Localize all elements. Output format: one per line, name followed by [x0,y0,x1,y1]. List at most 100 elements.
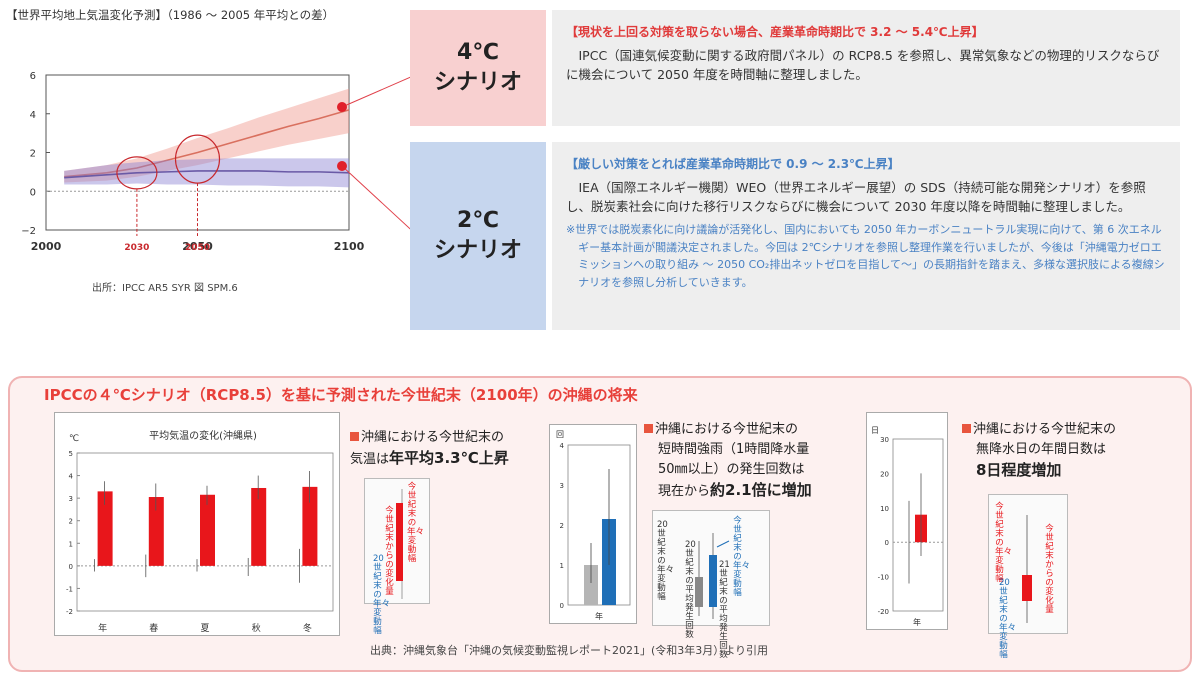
rain-caption-line3: 50㎜以上）の発生回数は [658,462,805,477]
y-tick-label: 0 [69,563,73,571]
y-tick-label: 4 [69,473,74,481]
legend-future-change: 今世紀末からの変化量 [385,506,394,597]
x-tick-label: 年 [98,622,107,634]
square-bullet-icon [350,432,359,441]
scenario-2c-word: シナリオ [433,238,522,263]
temp-chart-panel: 平均気温の変化(沖縄県) ℃ 5 4 3 2 1 0 -1 -2 年 春 夏 秋 冬 [54,412,340,636]
bar [148,497,164,566]
marker-label: 2030 [124,243,149,253]
x-tick-label: 2100 [334,240,365,253]
y-tick-label: 2 [69,518,73,526]
legend-20c-range-dry: 20世紀末の年々変動幅 [999,578,1017,660]
legend-21c-mean: 21世紀末の平均発生回数 [719,560,730,660]
y-tick-label: 5 [69,450,73,458]
y-tick-label: 4 [560,442,565,450]
scenario-4c-temp: 4℃ [457,40,499,65]
legend-future-change-dry: 今世紀末からの変化量 [1045,524,1054,615]
okinawa-panel-title: IPCCの４℃シナリオ（RCP8.5）を基に予測された今世紀末（2100年）の沖… [44,386,638,404]
bar [302,486,318,566]
y-tick-label: 0 [30,187,36,198]
dry-chart-panel: 日 30 20 10 0 -10 -20 年 [866,412,948,630]
temp-chart: 平均気温の変化(沖縄県) ℃ 5 4 3 2 1 0 -1 -2 年 春 夏 秋 冬 [66,429,334,634]
rain-chart-panel: 回 4 3 2 1 0 年 [549,424,637,624]
y-tick-label: 2 [30,149,36,160]
y-tick-label: -1 [66,585,73,593]
figure-title: 【世界平均地上気温変化予測】（1986 〜 2005 年平均との差） [6,8,335,22]
scenario-4c-heading: 【現状を上回る対策を取らない場合、産業革命時期比で 3.2 〜 5.4℃上昇】 [566,25,984,39]
legend-future-range-rain: 今世紀末の年々変動幅 [733,516,751,598]
series-line [64,109,350,178]
y-tick-label: 4 [30,110,36,121]
bar [584,565,598,605]
square-bullet-icon [962,424,971,433]
y-tick-label: 2 [560,522,564,530]
temp-chart-title: 平均気温の変化(沖縄県) [149,429,257,442]
y-tick-label: -10 [878,574,889,582]
bar [200,494,215,566]
temp-caption-value: 年平均3.3℃上昇 [389,449,509,467]
legend-20c-range: 20世紀末の年々変動幅 [373,554,391,636]
rain-caption-line1: 沖縄における今世紀末の [655,422,799,437]
scenario-2c-temp: 2℃ [457,208,499,233]
scenario-2c-note: ※世界では脱炭素化に向け議論が活発化し、国内においても 2050 年カーボンニュ… [566,223,1165,289]
x-tick-label: 夏 [200,623,209,634]
rain-caption-line2: 短時間強雨（1時間降水量 [658,442,810,457]
dry-chart: 日 30 20 10 0 -10 -20 年 [871,426,944,627]
connector-lines [337,68,420,243]
y-tick-label: -20 [878,608,889,616]
x-tick-label: 秋 [252,622,261,634]
y-tick-label: 0 [560,602,564,610]
y-tick-label: 3 [560,482,564,490]
scenario-4c-word: シナリオ [433,70,522,95]
legend-future-range: 今世紀末の年々変動幅 [407,482,425,564]
legend-future-range-dry: 今世紀末の年々変動幅 [995,502,1013,584]
y-tick-label: 1 [560,562,564,570]
y-tick-label: 0 [885,539,889,547]
rain-chart-unit: 回 [556,430,564,439]
legend-20c-mean: 20世紀末の平均発生回数 [685,540,696,640]
rain-caption-value: 約2.1倍に増加 [710,481,812,499]
x-tick-label: 春 [149,622,158,634]
rain-caption-prefix: 現在から [658,484,711,499]
temp-chart-unit: ℃ [69,434,79,444]
x-tick-label: 冬 [303,622,312,634]
dry-caption-value: 8日程度増加 [976,461,1062,479]
scenario-2c-body: IEA（国際エネルギー機関）WEO（世界エネルギー展望）の SDS（持続可能な開… [566,180,1146,214]
y-tick-label: 3 [69,495,73,503]
y-tick-label: −2 [21,226,36,237]
square-bullet-icon [644,424,653,433]
y-tick-label: 20 [880,470,889,478]
x-tick-label: 年 [595,611,603,621]
dry-legend: 今世紀末の年々変動幅 今世紀末からの変化量 20世紀末の年々変動幅 [988,494,1068,660]
scenario-4c-label: 4℃ シナリオ [410,10,546,126]
y-tick-label: -2 [66,608,73,616]
dry-caption: 沖縄における今世紀末の 無降水日の年間日数は 8日程度増加 [962,420,1116,482]
bottom-source: 出典：沖縄気象台「沖縄の気候変動監視レポート2021」(令和3年3月）より引用 [370,644,769,657]
rain-legend: 20世紀末の年々変動幅 20世紀末の平均発生回数 21世紀末の平均発生回数 今世… [652,510,770,660]
temp-legend: 今世紀末の年々変動幅 今世紀末からの変化量 20世紀末の年々変動幅 [364,478,430,636]
dry-chart-unit: 日 [871,426,879,435]
series-line [64,170,350,179]
scenario-4c-body: IPCC（国連気候変動に関する政府間パネル）の RCP8.5 を参照し、異常気象… [566,48,1160,82]
dry-caption-line2: 無降水日の年間日数は [976,442,1107,457]
y-tick-label: 1 [69,540,73,548]
temp-caption: 沖縄における今世紀末の 気温は年平均3.3℃上昇 [350,428,509,470]
scenario-2c-heading: 【厳しい対策をとれば産業革命時期比で 0.9 〜 2.3℃上昇】 [566,157,900,171]
x-tick-label: 2050 [182,240,213,253]
marker-label: 2050 [185,243,210,253]
legend-20c-range-rain: 20世紀末の年々変動幅 [657,520,675,602]
uncertainty-band [64,88,350,183]
x-tick-label: 2000 [31,240,62,253]
y-tick-label: 30 [880,436,889,444]
scenario-4c-description: 【現状を上回る対策を取らない場合、産業革命時期比で 3.2 〜 5.4℃上昇】 … [552,10,1180,126]
scenario-2c-description: 【厳しい対策をとれば産業革命時期比で 0.9 〜 2.3℃上昇】 IEA（国際エ… [552,142,1180,330]
dry-caption-line1: 沖縄における今世紀末の [973,422,1117,437]
figure-source: 出所：IPCC AR5 SYR 図 SPM.6 [92,283,238,294]
scenario-2c-label: 2℃ シナリオ [410,142,546,330]
temp-caption-prefix: 気温は [350,452,390,467]
x-tick-label: 年 [913,617,921,627]
y-tick-label: 6 [30,71,36,82]
rain-caption: 沖縄における今世紀末の 短時間強雨（1時間降水量 50㎜以上）の発生回数は 現在… [644,420,812,502]
y-tick-label: 10 [880,505,889,513]
